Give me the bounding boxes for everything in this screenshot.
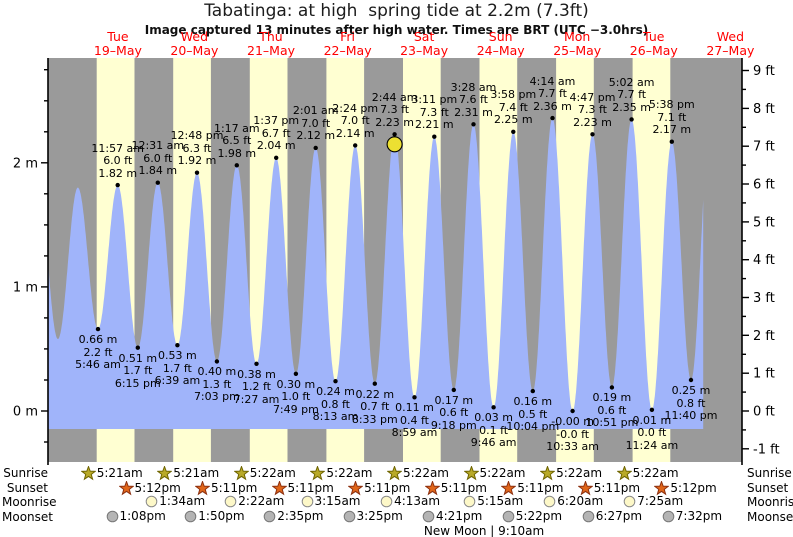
high-tide-dot <box>590 132 595 137</box>
low-tide-dot <box>530 388 535 394</box>
low-tide-dot <box>412 395 417 400</box>
right-axis-tick-label: 3 ft <box>753 291 775 306</box>
left-axis-tick-label: 0 m <box>13 405 38 420</box>
low-tide-dot <box>175 343 180 348</box>
low-tide-dot <box>372 381 377 386</box>
high-tide-dot <box>313 145 318 151</box>
high-tide-dot <box>194 170 200 175</box>
right-axis-tick-label: 5 ft <box>753 215 775 230</box>
page-title: Tabatinga: at high spring tide at 2.2m (… <box>204 1 589 21</box>
new-moon-label: New Moon | 9:10am <box>423 524 545 537</box>
left-axis-tick-label: 2 m <box>13 156 38 171</box>
low-tide-dot <box>293 371 299 376</box>
right-axis-tick-label: 7 ft <box>753 140 775 155</box>
right-axis-tick-label: 9 ft <box>753 64 775 79</box>
high-tide-dot <box>669 139 674 144</box>
high-tide-dot <box>629 117 634 122</box>
high-tide-dot <box>511 129 516 134</box>
moonrise-row-label-right: Moonrise <box>747 495 793 509</box>
tide-curve-area <box>48 118 704 429</box>
low-tide-dot <box>135 345 140 350</box>
high-tide-dot <box>471 122 476 127</box>
right-axis-tick-label: 4 ft <box>753 253 775 268</box>
low-tide-dot <box>451 387 456 393</box>
high-tide-dot <box>392 132 397 137</box>
moonset-row-label-left: Moonset <box>2 510 53 524</box>
right-axis-tick-label: 6 ft <box>753 178 775 193</box>
sunset-row-label-right: Sunset <box>747 481 789 495</box>
high-tide-dot <box>155 180 160 185</box>
low-tide-dot <box>609 385 615 390</box>
low-tide-dot <box>214 359 220 364</box>
high-tide-dot <box>274 155 279 160</box>
sunrise-row-label-left: Sunrise <box>3 466 48 480</box>
low-tide-dot <box>95 326 101 332</box>
low-tide-dot <box>333 379 338 384</box>
right-axis-tick-label: 1 ft <box>753 367 775 382</box>
moonrise-row-label-left: Moonrise <box>2 495 57 509</box>
high-tide-dot <box>115 182 120 188</box>
low-tide-dot <box>688 377 694 383</box>
low-tide-dot <box>491 405 496 410</box>
right-axis-tick-label: -1 ft <box>753 442 780 457</box>
sunrise-row-label-right: Sunrise <box>747 466 792 480</box>
right-axis-tick-label: 0 ft <box>753 405 775 420</box>
high-tide-dot <box>234 163 239 168</box>
low-tide-dot <box>570 408 575 414</box>
sunset-row-label-left: Sunset <box>6 481 48 495</box>
current-tide-marker <box>386 136 403 153</box>
low-tide-dot <box>649 407 655 412</box>
page-subtitle: Image captured 13 minutes after high wat… <box>144 23 649 37</box>
left-axis-tick-label: 1 m <box>13 280 38 295</box>
high-tide-dot <box>353 143 358 148</box>
right-axis-tick-label: 2 ft <box>753 329 775 344</box>
high-tide-dot <box>550 115 555 121</box>
high-tide-dot <box>432 134 437 139</box>
right-axis-tick-label: 8 ft <box>753 102 775 117</box>
moonset-row-label-right: Moonset <box>747 510 793 524</box>
low-tide-dot <box>254 361 259 366</box>
